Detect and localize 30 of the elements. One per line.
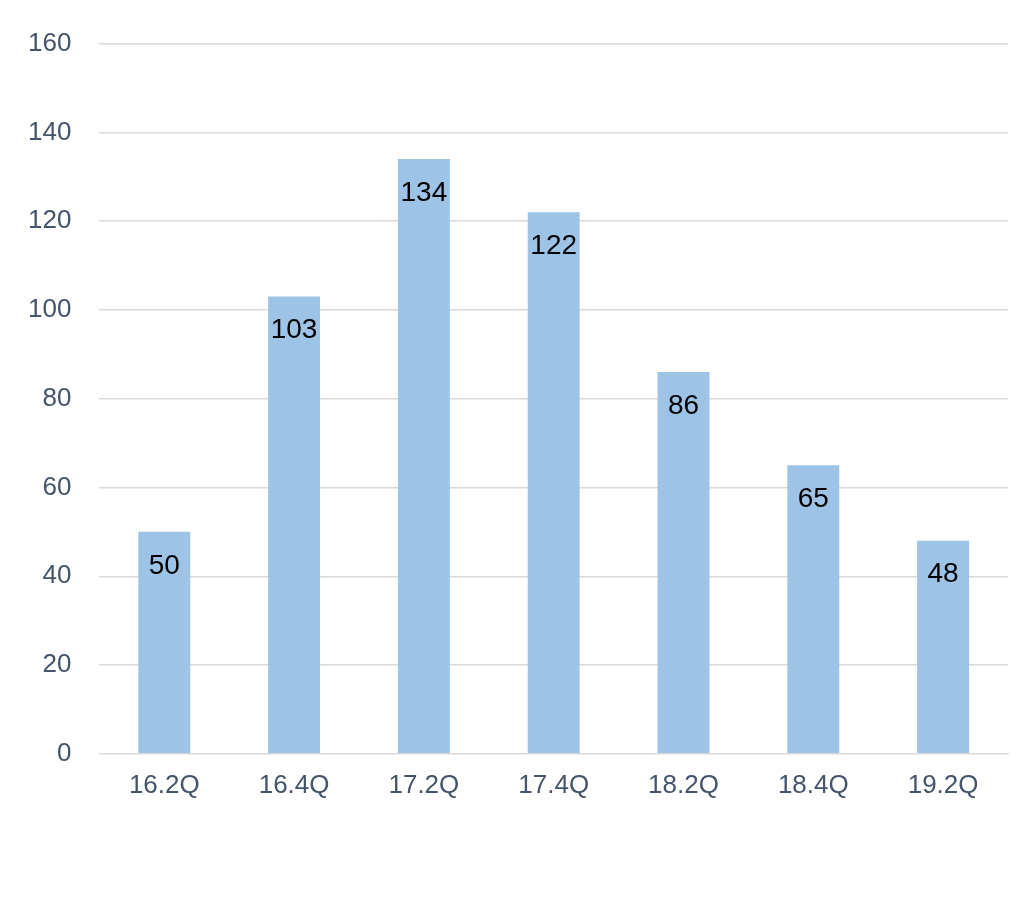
y-tick-label: 20: [42, 648, 72, 679]
x-tick-label: 17.4Q: [518, 768, 590, 799]
bar: [138, 531, 191, 754]
x-tick-label: 16.2Q: [128, 768, 200, 799]
data-label: 103: [270, 313, 318, 345]
x-tick-label: 18.4Q: [777, 768, 849, 799]
y-tick-label: 80: [42, 381, 72, 412]
data-label: 50: [148, 548, 180, 580]
y-tick-label: 120: [27, 204, 72, 235]
x-tick-label: 18.2Q: [648, 768, 719, 799]
data-label: 65: [797, 482, 829, 513]
bar: [397, 159, 450, 754]
data-label: 134: [400, 175, 448, 207]
y-tick-label: 60: [42, 470, 72, 501]
bar: [527, 212, 580, 754]
y-tick-label: 0: [56, 736, 72, 767]
y-tick-label: 100: [27, 293, 72, 324]
bar: [657, 372, 710, 754]
y-tick-label: 160: [27, 26, 72, 57]
data-label: 122: [530, 228, 578, 260]
data-label: 48: [927, 557, 959, 589]
y-tick-label: 40: [42, 559, 72, 590]
bar: [787, 465, 840, 754]
bar: [268, 296, 321, 754]
y-tick-label: 140: [27, 115, 72, 146]
data-label: 86: [667, 388, 700, 420]
x-tick-label: 17.2Q: [388, 768, 460, 799]
x-tick-label: 16.4Q: [258, 768, 330, 799]
x-tick-label: 19.2Q: [907, 768, 979, 799]
bar: [917, 540, 970, 754]
